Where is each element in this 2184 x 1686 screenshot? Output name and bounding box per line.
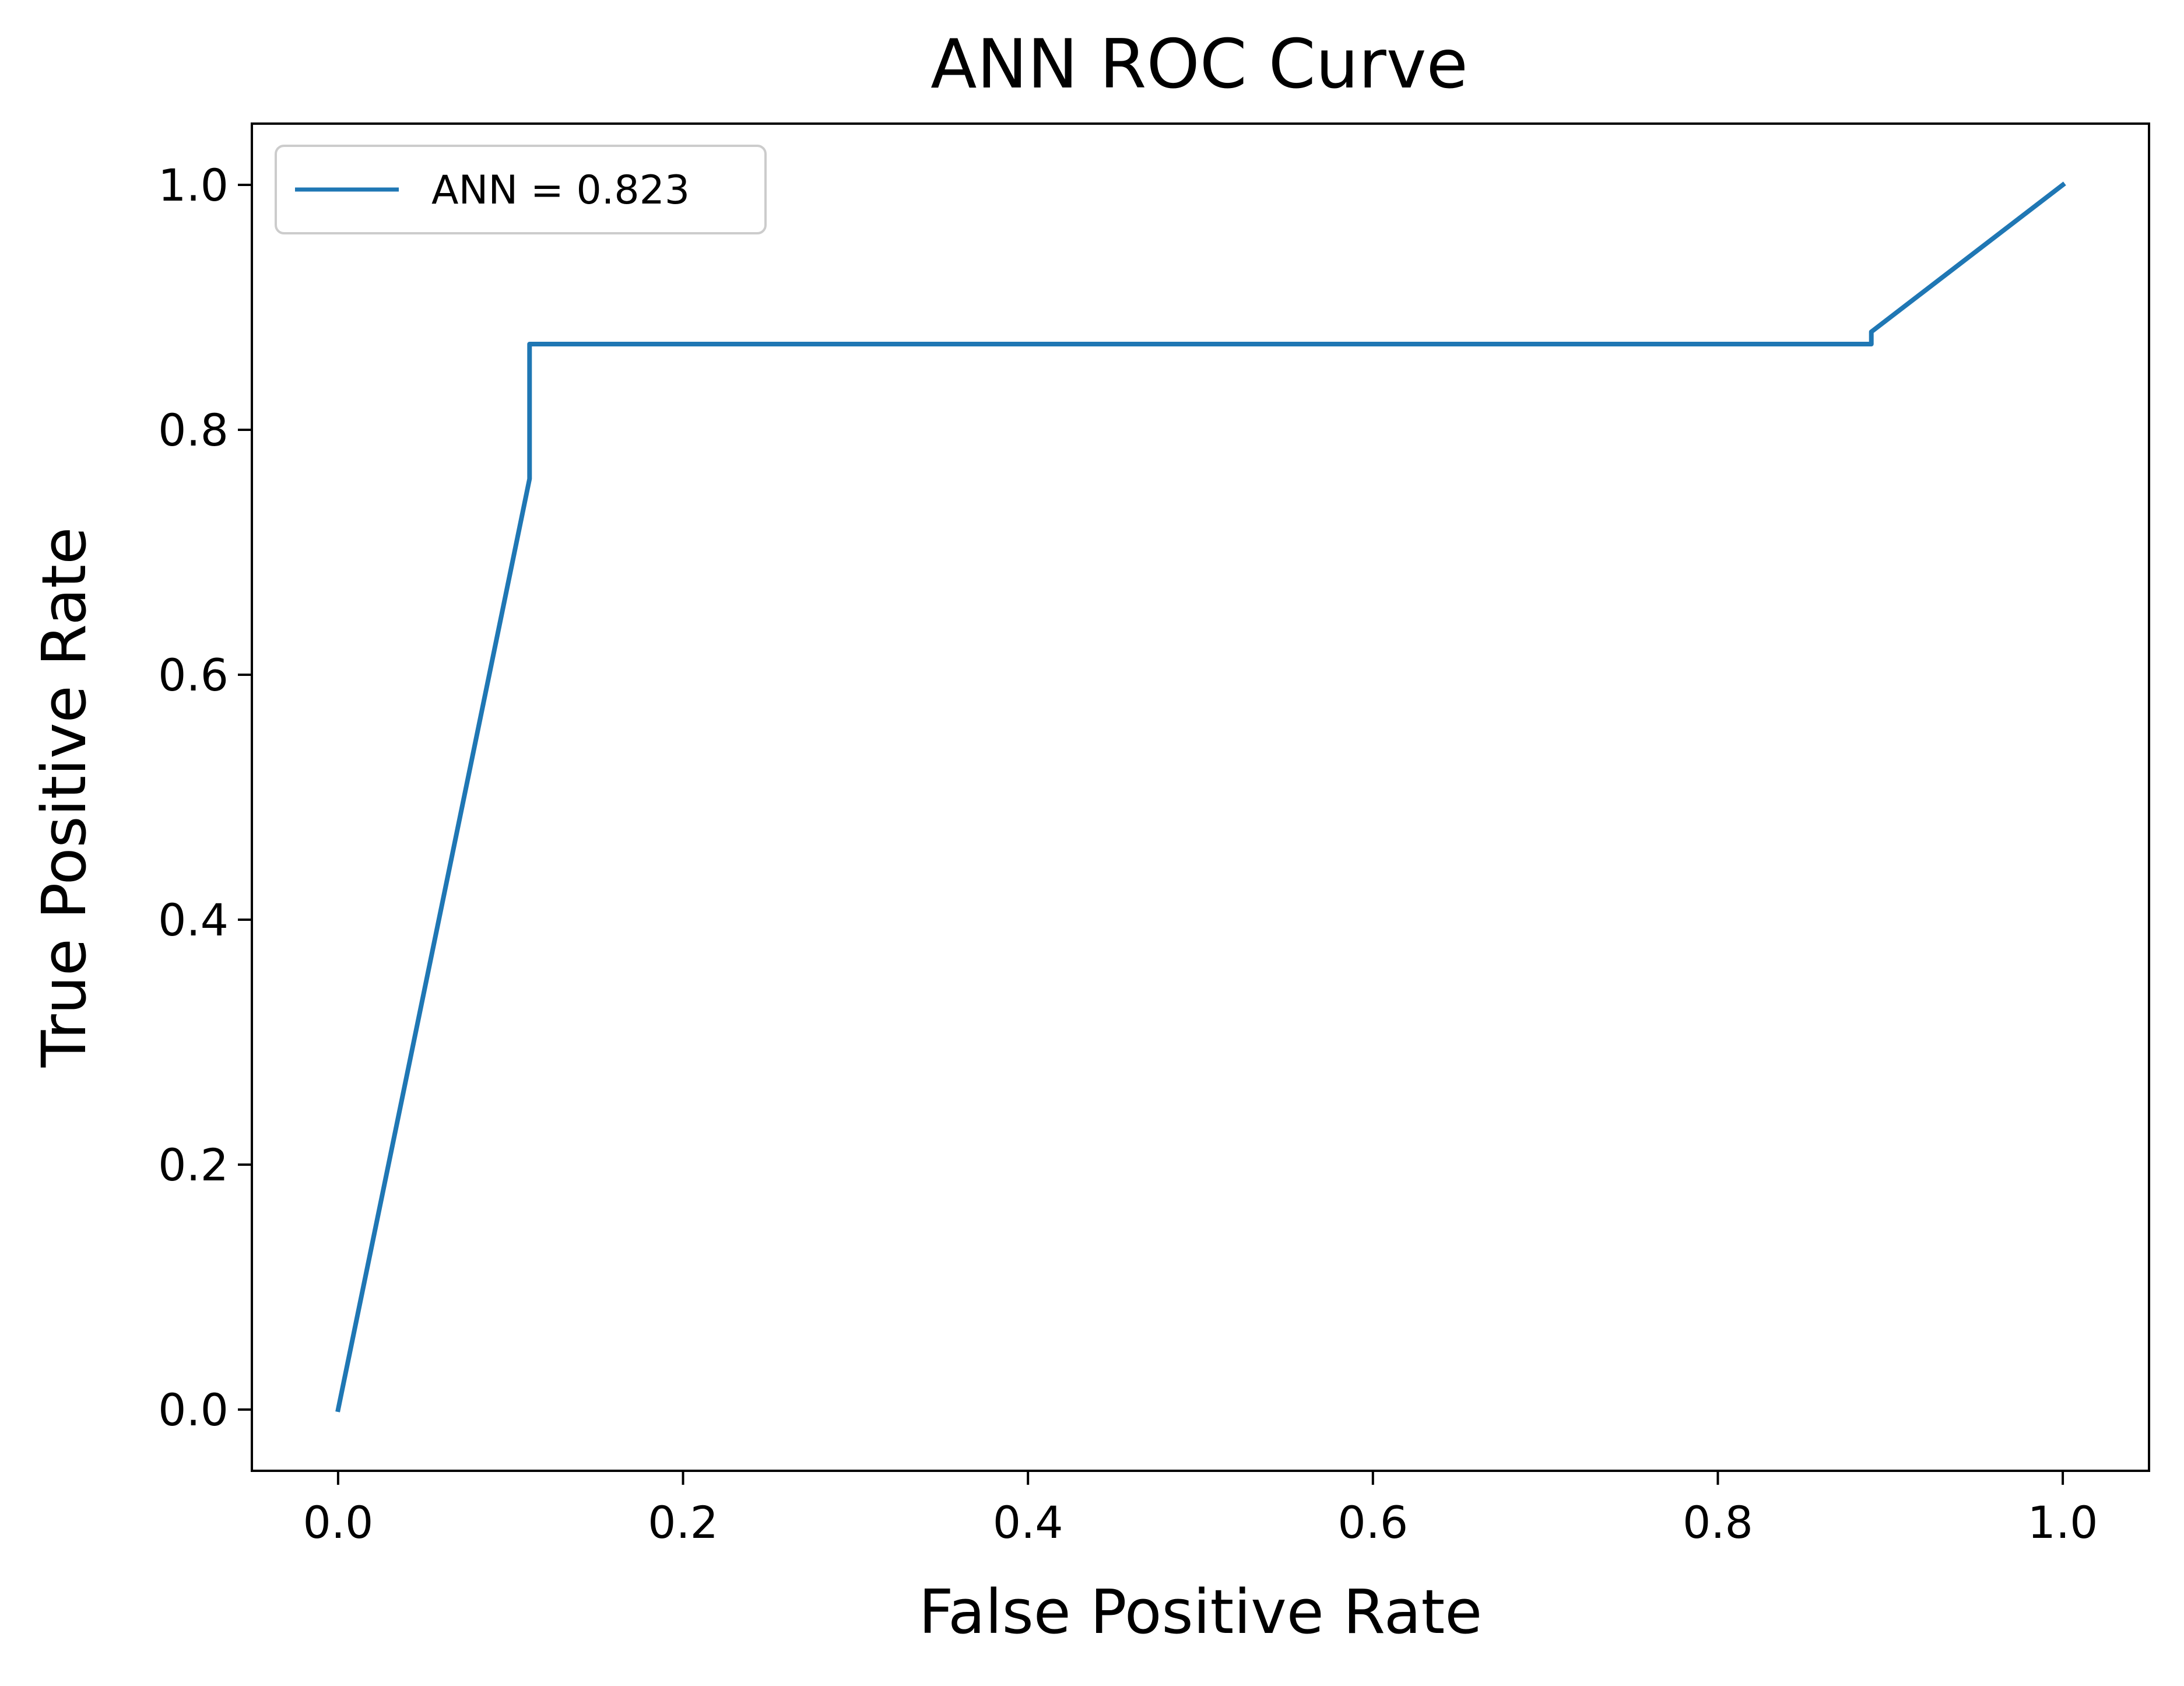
legend-entry-label: ANN = 0.823 <box>431 167 690 213</box>
x-tick-label: 0.2 <box>648 1496 718 1548</box>
legend-box <box>275 145 767 234</box>
axes-frame <box>251 122 2150 1472</box>
x-axis-label: False Positive Rate <box>919 1576 1483 1648</box>
x-tick-label: 0.8 <box>1683 1496 1753 1548</box>
roc-curve-line <box>335 181 2066 1412</box>
y-tick-label: 0.4 <box>158 894 229 946</box>
y-axis-label: True Positive Rate <box>29 527 100 1068</box>
y-tick-label: 0.6 <box>158 649 229 701</box>
legend: ANN = 0.823 <box>275 145 767 234</box>
y-tick-label: 0.2 <box>158 1139 229 1191</box>
chart-title: ANN ROC Curve <box>931 25 1468 104</box>
y-axis: 0.0 0.2 0.4 0.6 0.8 1.0 <box>158 159 252 1436</box>
x-axis: 0.0 0.2 0.4 0.6 0.8 1.0 <box>303 1471 2098 1548</box>
x-tick-label: 0.6 <box>1337 1496 1408 1548</box>
y-tick-label: 0.8 <box>158 404 229 456</box>
x-tick-label: 0.4 <box>993 1496 1063 1548</box>
y-tick-label: 1.0 <box>158 159 229 211</box>
x-tick-label: 1.0 <box>2028 1496 2098 1548</box>
x-tick-label: 0.0 <box>303 1496 373 1548</box>
plot-area <box>335 181 2066 1412</box>
y-tick-label: 0.0 <box>158 1384 229 1436</box>
